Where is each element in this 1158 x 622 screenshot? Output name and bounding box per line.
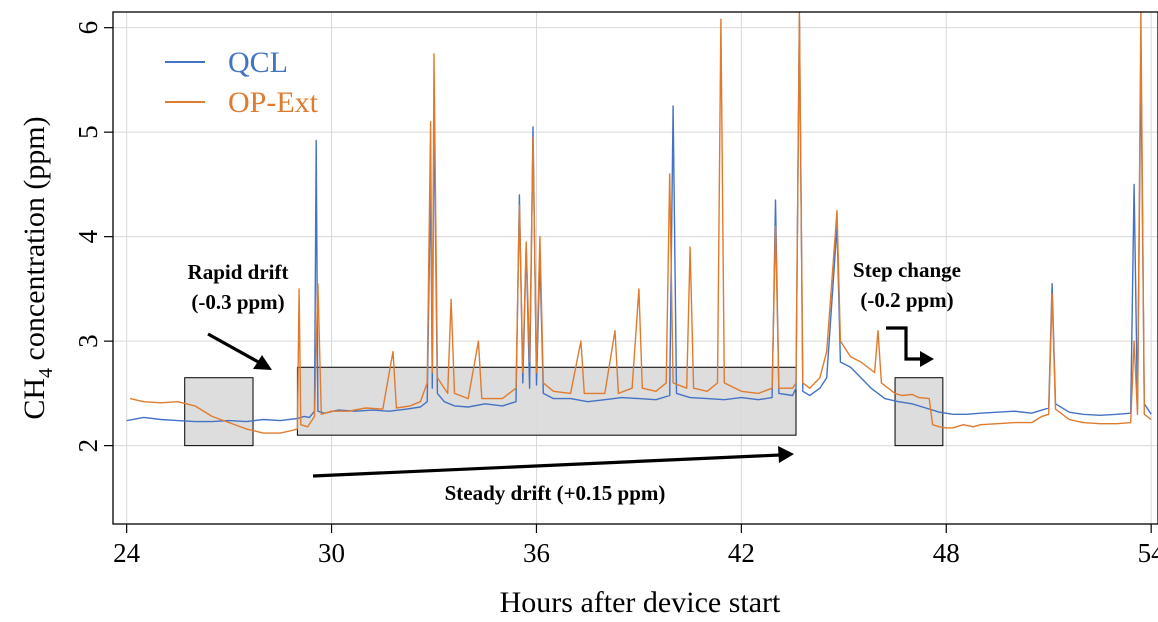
annotations: Rapid drift (-0.3 ppm) Step change (-0.2… [188,258,961,505]
shaded-regions [184,366,944,447]
y-tick-label: 5 [73,125,103,139]
x-tick-label: 30 [318,538,345,568]
rapid-drift-label-line1: Rapid drift [188,260,289,284]
step-change-label-line2: (-0.2 ppm) [860,288,953,312]
x-tick-label: 24 [113,538,141,568]
y-axis-title: CH4 concentration (ppm) [18,116,57,419]
shaded-region [894,377,944,447]
legend: QCL OP-Ext [165,46,319,119]
y-tick-label: 4 [73,229,103,243]
series-line-op-ext [129,12,1152,434]
legend-label-qcl: QCL [228,46,288,79]
step-change-arrow [886,326,934,367]
series-lines [126,12,1152,434]
y-axis-title-rest: concentration (ppm) [18,116,51,368]
y-tick-label: 2 [73,439,103,453]
x-axis-title: Hours after device start [500,586,781,619]
steady-drift-arrow [312,446,794,478]
y-tick-label: 3 [73,334,103,348]
plot-frame [112,11,1158,525]
y-axis-title-subscript: 4 [35,368,57,378]
x-tick-label: 54 [1138,538,1158,568]
gridlines [113,12,1158,524]
y-axis-ticks: 2 3 4 5 6 [73,21,113,452]
steady-drift-label: Steady drift (+0.15 ppm) [445,481,666,505]
shaded-region [184,377,254,447]
x-tick-label: 48 [933,538,960,568]
shaded-region [296,366,797,436]
y-axis-title-main: CH [18,378,51,420]
rapid-drift-label-line2: (-0.3 ppm) [191,290,284,314]
step-change-label-line1: Step change [853,258,961,282]
y-tick-label: 6 [73,21,103,35]
rapid-drift-arrow [207,332,272,370]
x-tick-label: 42 [728,538,755,568]
x-axis-ticks: 24 30 36 42 48 54 [113,524,1158,568]
legend-label-op-ext: OP-Ext [228,86,319,119]
x-tick-label: 36 [523,538,550,568]
